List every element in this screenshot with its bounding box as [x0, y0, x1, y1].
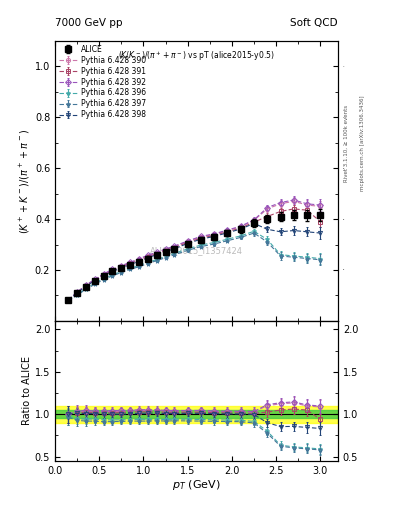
Bar	[55, 410, 338, 418]
Text: 7000 GeV pp: 7000 GeV pp	[55, 18, 123, 28]
Bar	[55, 406, 338, 422]
Text: ALICE_2015_I1357424: ALICE_2015_I1357424	[150, 246, 243, 255]
Y-axis label: Ratio to ALICE: Ratio to ALICE	[22, 356, 32, 425]
Text: Rivet 3.1.10, ≥ 100k events: Rivet 3.1.10, ≥ 100k events	[344, 105, 349, 182]
Legend: ALICE, Pythia 6.428 390, Pythia 6.428 391, Pythia 6.428 392, Pythia 6.428 396, P: ALICE, Pythia 6.428 390, Pythia 6.428 39…	[57, 43, 148, 121]
Y-axis label: $(K^+ + K^-)/(\pi^+ + \pi^-)$: $(K^+ + K^-)/(\pi^+ + \pi^-)$	[18, 128, 32, 233]
Text: Soft QCD: Soft QCD	[290, 18, 338, 28]
X-axis label: $p_T$ (GeV): $p_T$ (GeV)	[172, 478, 221, 493]
Text: $(K/K^-)/(\pi^++\pi^-)$ vs pT (alice2015-y0.5): $(K/K^-)/(\pi^++\pi^-)$ vs pT (alice2015…	[118, 49, 275, 63]
Text: mcplots.cern.ch [arXiv:1306.3436]: mcplots.cern.ch [arXiv:1306.3436]	[360, 96, 365, 191]
